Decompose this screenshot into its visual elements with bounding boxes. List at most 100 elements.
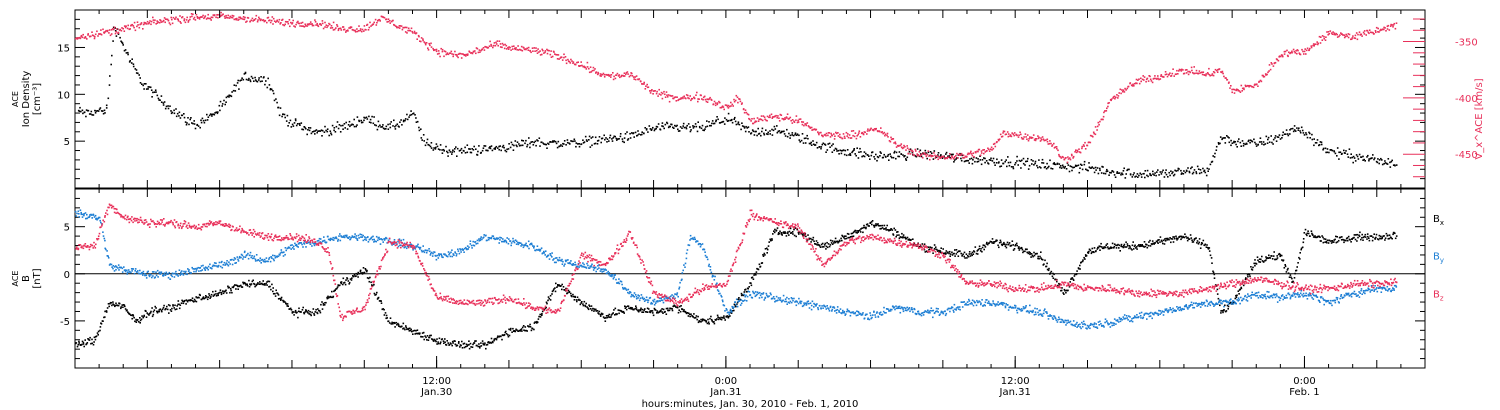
data-point bbox=[1206, 72, 1209, 74]
data-point bbox=[991, 238, 994, 240]
data-point bbox=[503, 334, 506, 336]
data-point bbox=[301, 21, 304, 24]
data-point bbox=[1224, 304, 1226, 307]
data-point bbox=[1151, 81, 1154, 84]
data-point bbox=[1302, 50, 1304, 53]
data-point bbox=[614, 135, 616, 138]
data-point bbox=[1373, 158, 1375, 161]
data-point bbox=[727, 112, 730, 115]
data-point bbox=[1380, 237, 1382, 240]
data-point bbox=[760, 118, 763, 121]
data-point bbox=[1383, 28, 1385, 31]
data-point bbox=[836, 240, 839, 243]
data-point bbox=[284, 23, 286, 26]
data-point bbox=[752, 278, 755, 280]
data-point bbox=[755, 271, 758, 273]
data-point bbox=[1270, 135, 1272, 137]
data-point bbox=[383, 314, 386, 316]
data-point bbox=[417, 34, 420, 37]
data-point bbox=[717, 118, 719, 121]
data-point bbox=[835, 240, 838, 243]
data-point bbox=[528, 325, 530, 328]
data-point bbox=[588, 67, 590, 70]
data-point bbox=[1292, 48, 1295, 51]
data-point bbox=[148, 274, 150, 277]
data-point bbox=[801, 233, 803, 235]
data-point bbox=[175, 115, 178, 118]
data-point bbox=[623, 72, 626, 74]
data-point bbox=[1118, 244, 1121, 247]
data-point bbox=[722, 106, 725, 108]
data-point bbox=[1386, 163, 1389, 165]
data-point bbox=[1338, 35, 1340, 38]
data-point bbox=[1267, 136, 1270, 139]
data-point bbox=[530, 329, 533, 332]
data-point bbox=[778, 232, 781, 235]
data-point bbox=[451, 53, 453, 55]
data-point bbox=[134, 268, 137, 270]
data-point bbox=[561, 288, 563, 291]
data-point bbox=[774, 128, 777, 130]
data-point bbox=[127, 24, 129, 27]
data-point bbox=[818, 245, 821, 247]
data-point bbox=[493, 338, 496, 340]
data-point bbox=[1391, 24, 1393, 26]
data-point bbox=[1384, 162, 1387, 164]
data-point bbox=[1079, 151, 1082, 154]
data-point bbox=[181, 299, 183, 302]
data-point bbox=[1299, 53, 1302, 56]
data-point bbox=[689, 126, 691, 128]
data-point bbox=[642, 83, 644, 85]
data-point bbox=[806, 134, 808, 137]
data-point bbox=[249, 284, 252, 286]
data-point bbox=[655, 125, 658, 128]
data-point bbox=[1274, 137, 1276, 139]
data-point bbox=[121, 27, 123, 29]
data-point bbox=[912, 244, 915, 246]
data-point bbox=[382, 16, 385, 19]
data-point bbox=[854, 132, 857, 134]
data-point bbox=[261, 19, 264, 22]
data-point bbox=[416, 329, 419, 331]
data-point bbox=[187, 117, 189, 119]
data-point bbox=[729, 119, 732, 122]
data-point bbox=[998, 246, 1000, 249]
data-point bbox=[1241, 140, 1244, 142]
data-point bbox=[895, 157, 897, 160]
data-point bbox=[160, 272, 163, 274]
data-point bbox=[129, 60, 131, 62]
data-point bbox=[284, 20, 287, 23]
data-point bbox=[769, 133, 771, 135]
data-point bbox=[731, 121, 734, 124]
data-point bbox=[1307, 230, 1309, 232]
data-point bbox=[1263, 75, 1266, 78]
data-point bbox=[328, 22, 330, 25]
data-point bbox=[379, 20, 381, 22]
data-point bbox=[1033, 139, 1036, 141]
data-point bbox=[512, 48, 514, 50]
data-point bbox=[1099, 167, 1101, 170]
data-point bbox=[595, 72, 597, 74]
data-point bbox=[412, 32, 414, 34]
data-point bbox=[1077, 164, 1080, 167]
data-point bbox=[84, 212, 87, 214]
data-point bbox=[950, 153, 952, 156]
data-point bbox=[244, 72, 247, 75]
data-point bbox=[535, 47, 537, 49]
data-point bbox=[117, 304, 120, 307]
data-point bbox=[1128, 168, 1130, 171]
data-point bbox=[107, 255, 109, 257]
data-point bbox=[509, 46, 511, 49]
data-point bbox=[529, 323, 531, 326]
data-point bbox=[445, 145, 447, 148]
data-point bbox=[815, 243, 817, 245]
data-point bbox=[182, 302, 185, 305]
data-point bbox=[310, 132, 313, 135]
data-point bbox=[962, 253, 964, 255]
data-point bbox=[1240, 145, 1242, 147]
data-point bbox=[975, 151, 977, 154]
data-point bbox=[291, 23, 293, 25]
data-point bbox=[640, 134, 642, 136]
data-point bbox=[801, 123, 804, 126]
data-point bbox=[441, 152, 444, 154]
